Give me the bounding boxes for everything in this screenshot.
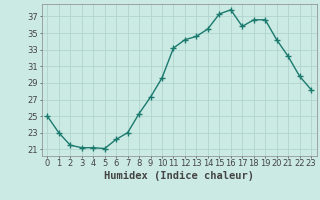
- X-axis label: Humidex (Indice chaleur): Humidex (Indice chaleur): [104, 171, 254, 181]
